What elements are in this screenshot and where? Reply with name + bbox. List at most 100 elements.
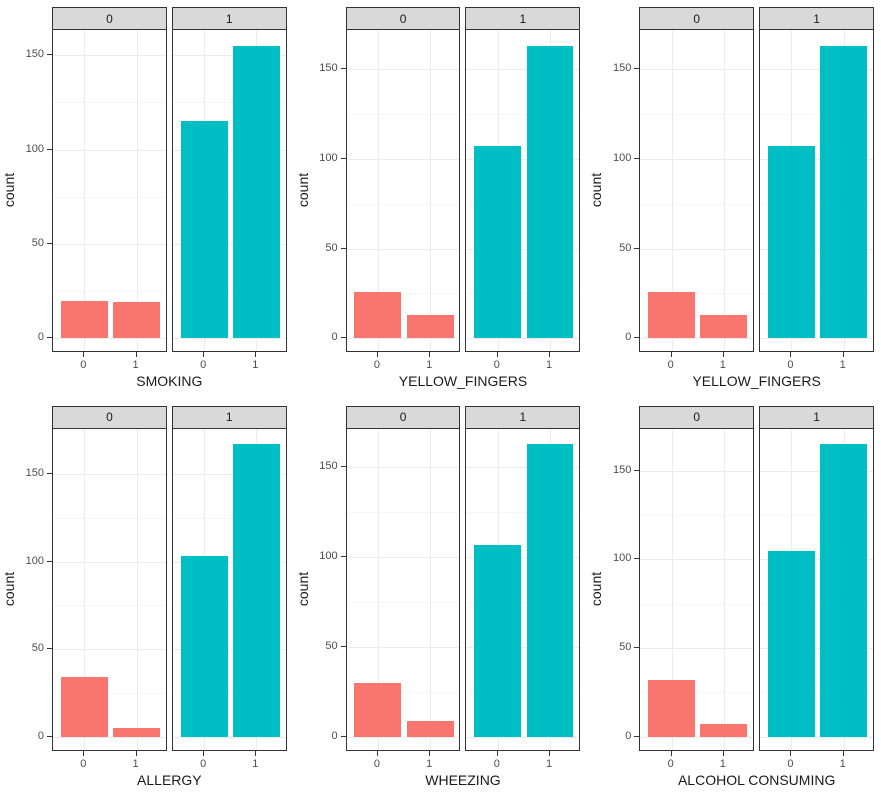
- gridline-major: [346, 647, 460, 649]
- gridline-minor: [640, 113, 754, 115]
- gridline-minor: [53, 693, 166, 695]
- x-tick-label: 1: [839, 757, 846, 770]
- y-tick-mark: [47, 337, 52, 339]
- facet-strip: 0: [639, 405, 755, 429]
- bar-0: [60, 677, 108, 737]
- gridline-minor: [466, 113, 580, 115]
- bar-1: [526, 444, 574, 737]
- gridline-minor: [346, 691, 460, 693]
- gridline-minor: [172, 430, 286, 432]
- gridline-vertical: [671, 428, 673, 750]
- gridline-major: [53, 561, 166, 563]
- gridline-major: [172, 338, 286, 340]
- gridline-major: [346, 158, 460, 160]
- facet-strip: 1: [759, 7, 874, 30]
- gridline-minor: [53, 517, 166, 519]
- gridline-minor: [466, 602, 580, 604]
- x-tick-label: 0: [787, 359, 794, 371]
- gridline-major: [346, 338, 460, 340]
- gridline-minor: [172, 693, 286, 695]
- bar-1: [526, 45, 574, 339]
- gridline-vertical: [84, 428, 86, 750]
- y-tick-mark: [340, 556, 346, 558]
- y-tick-label: 100: [25, 142, 44, 155]
- chart-yellow-fingers: 0 50 100 150 count 0 0 1 1 0 1 YELLOW_FINGERS: [587, 0, 881, 399]
- y-axis-title: count: [294, 172, 311, 208]
- y-tick-label: 50: [31, 236, 44, 249]
- x-tick-label: 0: [493, 359, 500, 371]
- gridline-minor: [172, 102, 286, 104]
- gridline-major: [346, 467, 460, 469]
- x-axis-title: SMOKING: [136, 373, 203, 389]
- x-axis-title: YELLOW_FINGERS: [398, 373, 528, 389]
- x-tick-label: 0: [80, 757, 87, 770]
- bar-1: [406, 315, 454, 339]
- gridline-minor: [346, 113, 460, 115]
- facet-panel: [171, 427, 287, 751]
- x-tick-mark: [722, 352, 724, 357]
- bar-0: [180, 121, 228, 339]
- x-tick-mark: [83, 352, 85, 357]
- gridline-major: [466, 467, 580, 469]
- gridline-vertical: [430, 30, 432, 351]
- gridline-major: [760, 338, 873, 340]
- facet-strip: 1: [759, 405, 874, 429]
- gridline-minor: [346, 293, 460, 295]
- gridline-major: [640, 648, 754, 650]
- y-tick-label: 150: [25, 48, 44, 61]
- facet-strip-label: 0: [106, 410, 113, 424]
- y-axis-title: count: [1, 172, 17, 208]
- y-tick-label: 0: [331, 729, 338, 742]
- gridline-minor: [760, 113, 873, 115]
- bar-0: [767, 550, 815, 737]
- bar-0: [648, 291, 696, 339]
- gridline-major: [172, 649, 286, 651]
- y-tick-mark: [47, 735, 52, 737]
- y-tick-mark: [47, 648, 52, 650]
- facet-strip-label: 0: [399, 11, 407, 26]
- y-tick-mark: [634, 157, 640, 159]
- bar-0: [474, 544, 522, 737]
- facet-panel: [345, 427, 461, 751]
- x-tick-mark: [790, 750, 792, 756]
- x-tick-mark: [376, 750, 378, 756]
- gridline-major: [760, 68, 873, 70]
- y-tick-mark: [634, 469, 640, 471]
- y-tick-mark: [340, 67, 346, 69]
- y-tick-mark: [634, 735, 640, 737]
- x-tick-label: 1: [252, 757, 259, 770]
- y-tick-mark: [340, 735, 346, 737]
- gridline-minor: [172, 291, 286, 293]
- gridline-minor: [172, 605, 286, 607]
- x-axis-title: ALCOHOL CONSUMING: [677, 771, 836, 788]
- y-tick-label: 0: [37, 331, 44, 344]
- x-tick-mark: [549, 750, 550, 756]
- gridline-vertical: [723, 428, 725, 750]
- x-tick-mark: [429, 750, 431, 756]
- gridline-minor: [466, 512, 580, 514]
- x-tick-label: 0: [200, 359, 207, 371]
- y-tick-label: 100: [612, 151, 632, 164]
- x-tick-label: 0: [667, 757, 674, 770]
- bar-1: [232, 444, 280, 737]
- gridline-minor: [760, 293, 873, 295]
- gridline-major: [466, 158, 580, 160]
- y-tick-mark: [340, 337, 346, 339]
- bar-1: [700, 724, 748, 737]
- x-tick-label: 0: [667, 359, 674, 371]
- bar-0: [354, 682, 402, 737]
- x-tick-mark: [135, 750, 137, 756]
- gridline-major: [346, 736, 460, 738]
- gridline-major: [760, 158, 873, 160]
- gridline-major: [466, 557, 580, 559]
- bar-1: [700, 315, 748, 339]
- gridline-major: [466, 68, 580, 70]
- gridline-major: [53, 243, 166, 245]
- y-tick-mark: [340, 646, 346, 648]
- gridline-major: [53, 55, 166, 57]
- gridline-minor: [466, 691, 580, 693]
- y-tick-label: 100: [612, 552, 632, 565]
- x-tick-mark: [496, 352, 498, 357]
- gridline-minor: [640, 692, 754, 694]
- x-tick-mark: [842, 750, 844, 756]
